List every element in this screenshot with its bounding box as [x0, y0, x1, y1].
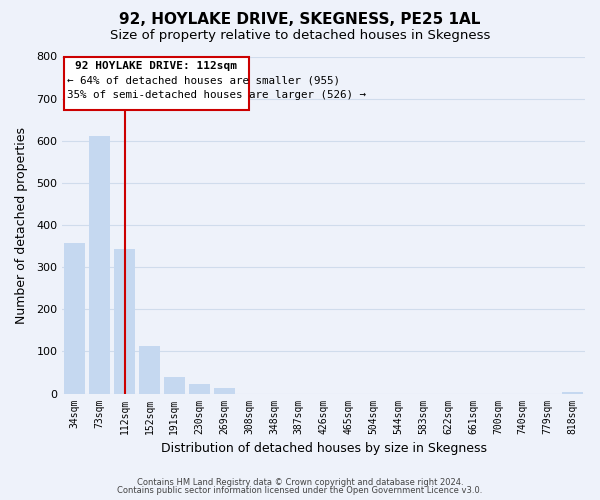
Text: 35% of semi-detached houses are larger (526) →: 35% of semi-detached houses are larger (…: [67, 90, 366, 101]
Text: ← 64% of detached houses are smaller (955): ← 64% of detached houses are smaller (95…: [67, 76, 340, 86]
X-axis label: Distribution of detached houses by size in Skegness: Distribution of detached houses by size …: [161, 442, 487, 455]
Text: 92, HOYLAKE DRIVE, SKEGNESS, PE25 1AL: 92, HOYLAKE DRIVE, SKEGNESS, PE25 1AL: [119, 12, 481, 28]
Y-axis label: Number of detached properties: Number of detached properties: [15, 126, 28, 324]
Bar: [89, 136, 110, 394]
Bar: [214, 388, 235, 394]
Bar: [164, 376, 185, 394]
Text: Contains HM Land Registry data © Crown copyright and database right 2024.: Contains HM Land Registry data © Crown c…: [137, 478, 463, 487]
Text: Contains public sector information licensed under the Open Government Licence v3: Contains public sector information licen…: [118, 486, 482, 495]
Bar: [188, 384, 210, 394]
Text: 92 HOYLAKE DRIVE: 112sqm: 92 HOYLAKE DRIVE: 112sqm: [75, 61, 237, 71]
Bar: [64, 243, 85, 394]
Bar: [562, 392, 583, 394]
Bar: [139, 346, 160, 394]
Text: Size of property relative to detached houses in Skegness: Size of property relative to detached ho…: [110, 29, 490, 42]
FancyBboxPatch shape: [64, 56, 249, 110]
Bar: [114, 249, 135, 394]
